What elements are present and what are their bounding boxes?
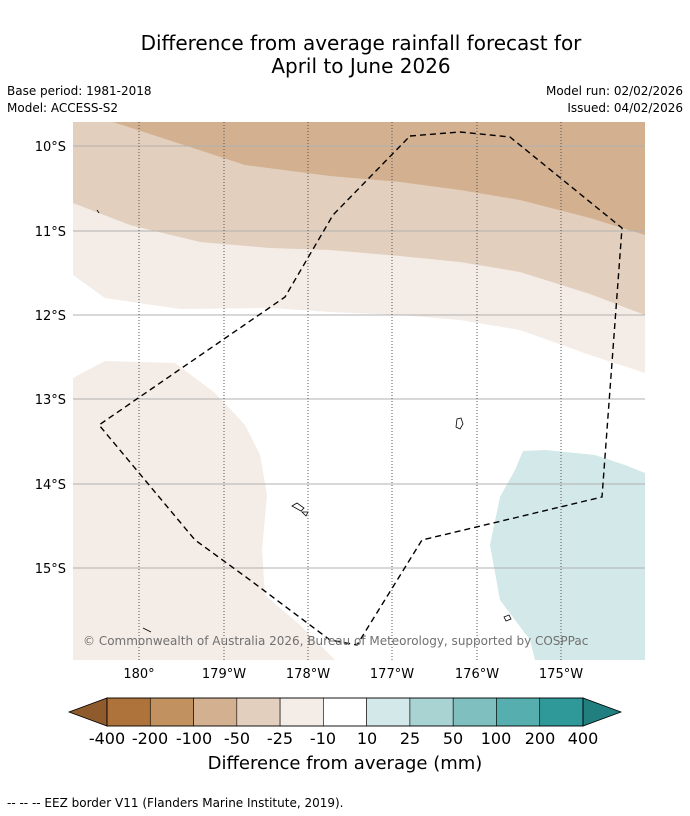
lon-label: 175°W <box>539 667 583 682</box>
map-area: © Commonwealth of Australia 2026, Bureau… <box>73 122 645 660</box>
island-shape <box>503 614 512 622</box>
colorbar-extend-high <box>582 697 623 727</box>
colorbar-cell <box>452 697 497 727</box>
lat-label: 15°S <box>35 562 66 577</box>
colorbar-cell <box>366 697 411 727</box>
lon-label: 176°W <box>455 667 499 682</box>
lat-label: 11°S <box>35 225 66 240</box>
eez-legend-footnote: -- -- -- EEZ border V11 (Flanders Marine… <box>7 796 344 810</box>
copyright-notice: © Commonwealth of Australia 2026, Bureau… <box>83 634 588 648</box>
chart-title-line1: Difference from average rainfall forecas… <box>140 31 582 55</box>
island-shape <box>291 502 305 512</box>
model-run: Model run: 02/02/2026 <box>545 84 683 98</box>
lat-label: 12°S <box>35 309 66 324</box>
lat-labels: 10°S 11°S 12°S 13°S 14°S 15°S <box>35 140 66 577</box>
colorbar-extend-low <box>67 697 108 727</box>
colorbar-label: -50 <box>223 729 251 748</box>
colorbar-label: 10 <box>356 729 378 748</box>
lon-label: 179°W <box>202 667 246 682</box>
island-shape <box>455 417 464 430</box>
colorbar-cell <box>149 697 194 727</box>
lon-label: 180° <box>123 667 154 682</box>
colorbar-label: -100 <box>175 729 213 748</box>
lon-label: 178°W <box>286 667 330 682</box>
issued-date: Issued: 04/02/2026 <box>567 101 683 115</box>
colorbar-cells <box>106 697 584 727</box>
colorbar-cell <box>279 697 324 727</box>
colorbar-label: 200 <box>524 729 556 748</box>
lat-label: 14°S <box>35 478 66 493</box>
colorbar-cell <box>496 697 541 727</box>
model-name: Model: ACCESS-S2 <box>7 101 119 115</box>
colorbar-cell <box>323 697 367 727</box>
colorbar-label: 50 <box>442 729 464 748</box>
island-shape <box>301 511 309 517</box>
colorbar-label: -25 <box>266 729 294 748</box>
colorbar-label: 100 <box>480 729 512 748</box>
lat-label: 10°S <box>35 140 66 155</box>
colorbar-label: -10 <box>309 729 337 748</box>
colorbar-cell <box>106 697 151 727</box>
region-plus-10 <box>490 450 645 660</box>
colorbar-title: Difference from average (mm) <box>207 753 483 774</box>
colorbar-label: 400 <box>567 729 599 748</box>
chart-title-line2: April to June 2026 <box>271 54 451 78</box>
lon-label: 177°W <box>370 667 414 682</box>
lat-gridlines <box>73 145 645 569</box>
region-minus-10-west <box>73 361 335 660</box>
eez-border <box>97 131 623 646</box>
lon-labels: 180° 179°W 178°W 177°W 176°W 175°W <box>123 667 583 682</box>
base-period: Base period: 1981-2018 <box>7 84 152 98</box>
colorbar-label: -400 <box>88 729 126 748</box>
island-shape <box>142 627 152 633</box>
colorbar-label: 25 <box>399 729 421 748</box>
colorbar-cell <box>236 697 281 727</box>
island-shape <box>96 209 100 214</box>
region-minus-50 <box>113 122 645 235</box>
colorbar-cell <box>409 697 454 727</box>
colorbar-cell <box>193 697 238 727</box>
colorbar-cell <box>539 697 584 727</box>
colorbar-label: -200 <box>131 729 169 748</box>
colorbar <box>67 697 623 727</box>
lat-label: 13°S <box>35 393 66 408</box>
